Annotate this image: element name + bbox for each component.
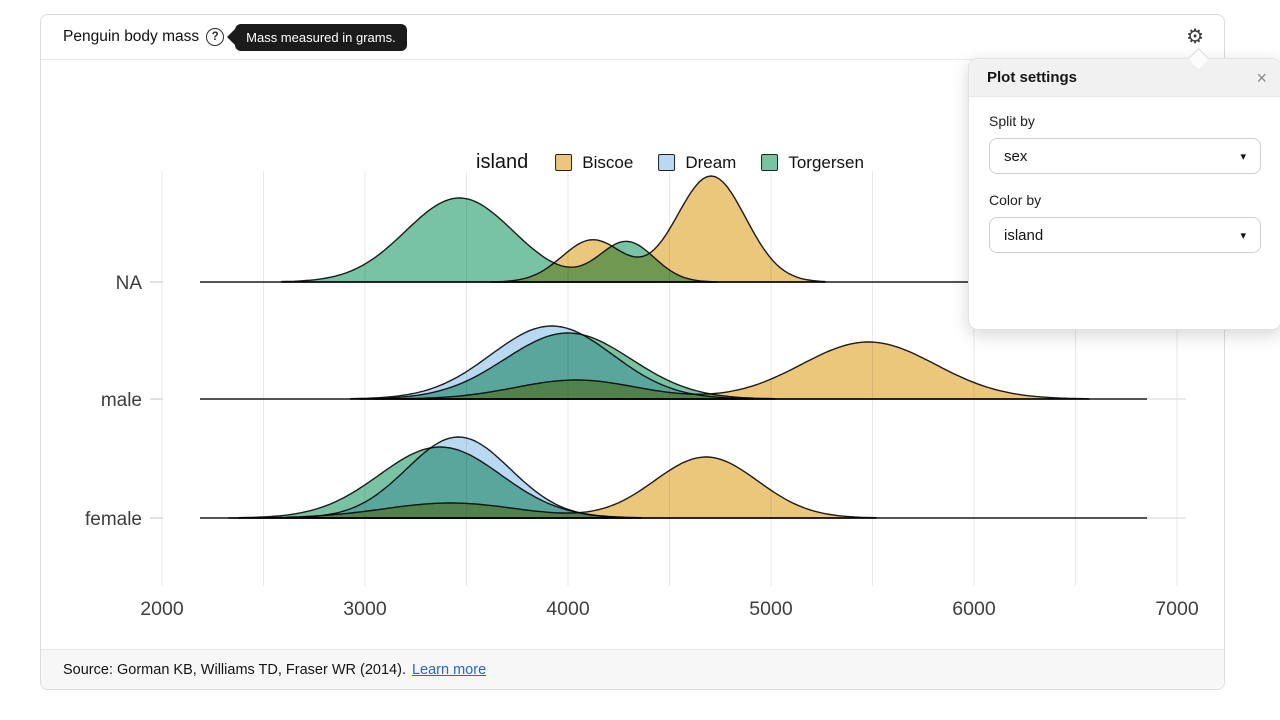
field-split-by: Split by sex ▾: [989, 113, 1261, 174]
gear-icon: ⚙: [1186, 26, 1204, 48]
field-label: Split by: [989, 113, 1035, 129]
panel-title: Plot settings: [987, 69, 1078, 86]
x-tick-label: 4000: [546, 598, 590, 620]
select-value: island: [1004, 226, 1044, 244]
legend-swatch-icon: [555, 154, 573, 171]
tooltip-text: Mass measured in grams.: [235, 23, 407, 51]
row-label: female: [85, 509, 142, 530]
legend-item-biscoe: Biscoe: [555, 153, 633, 173]
density-curve-torgersen: [281, 197, 718, 283]
chart-area: NA male female 2000 3000 4000 5000 6000 7000 isl…: [41, 59, 1224, 651]
settings-gear-button[interactable]: ⚙: [1182, 15, 1208, 59]
ridgeline-plot: NA male female 2000 3000 4000 5000 6000 7000: [85, 171, 1199, 620]
select-value: sex: [1004, 147, 1028, 165]
legend-label: Torgersen: [788, 152, 864, 172]
x-tick-label: 6000: [952, 598, 996, 620]
legend-item-dream: Dream: [658, 153, 736, 173]
field-label: Color by: [989, 192, 1042, 208]
select-color-by[interactable]: island ▾: [989, 217, 1261, 253]
legend-swatch-icon: [761, 154, 779, 171]
help-icon[interactable]: ?: [206, 28, 225, 46]
x-tick-label: 7000: [1155, 598, 1199, 620]
x-tick-label: 3000: [343, 598, 387, 620]
plot-settings-panel: Plot settings × Split by sex ▾ Color by isla…: [968, 58, 1280, 330]
card-header: Penguin body mass ? Mass measured in gra…: [41, 15, 1224, 60]
panel-header: Plot settings ×: [969, 59, 1280, 97]
legend-item-torgersen: Torgersen: [761, 153, 864, 173]
density-curve-torgersen: [359, 332, 776, 400]
panel-body: Split by sex ▾ Color by island ▾: [969, 97, 1280, 253]
field-color-by: Color by island ▾: [989, 192, 1261, 253]
legend: island Biscoe Dream Torgersen: [476, 151, 864, 174]
tooltip-arrow-icon: [227, 29, 236, 45]
legend-title: island: [476, 151, 529, 173]
learn-more-link[interactable]: Learn more: [411, 661, 487, 678]
select-split-by[interactable]: sex ▾: [989, 138, 1261, 174]
density-curve-torgersen: [238, 446, 642, 519]
legend-label: Dream: [685, 152, 737, 172]
close-icon[interactable]: ×: [1256, 67, 1267, 88]
chevron-down-icon: ▾: [1240, 150, 1246, 163]
row-label: male: [101, 390, 142, 411]
source-text: Source: Gorman KB, Williams TD, Fraser W…: [63, 661, 406, 678]
x-tick-label: 2000: [140, 598, 184, 620]
tooltip: Mass measured in grams.: [227, 23, 407, 51]
row-label: NA: [116, 273, 143, 294]
x-tick-label: 5000: [749, 598, 793, 620]
page-title: Penguin body mass: [63, 28, 200, 45]
legend-label: Biscoe: [582, 152, 634, 172]
legend-swatch-icon: [658, 154, 676, 171]
chevron-down-icon: ▾: [1240, 229, 1246, 242]
card-footer: Source: Gorman KB, Williams TD, Fraser W…: [41, 649, 1224, 689]
